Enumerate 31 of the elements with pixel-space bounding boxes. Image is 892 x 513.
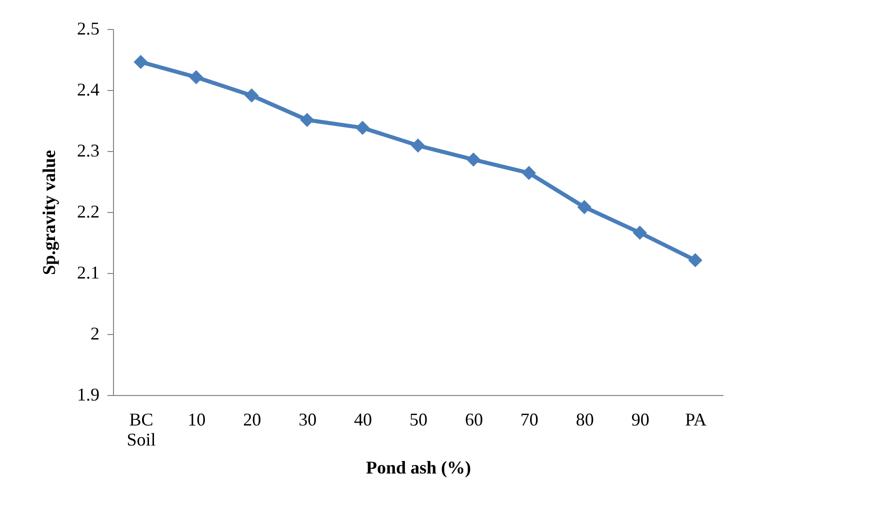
x-tick-label: 60	[464, 410, 483, 430]
point	[355, 120, 370, 135]
y-tick-label: 2	[90, 324, 100, 344]
y-tick-label: 2.2	[77, 202, 100, 222]
x-tick-label: BC Soil	[126, 410, 156, 450]
point	[134, 54, 148, 70]
point	[577, 200, 592, 214]
x-tick-label: 70	[520, 410, 538, 430]
point	[522, 166, 536, 180]
y-tick-label: 2.1	[77, 262, 100, 282]
point	[244, 88, 259, 103]
point	[300, 112, 314, 127]
y-tick-label: 2.5	[77, 18, 100, 38]
x-tick-label: PA	[685, 410, 706, 430]
point	[632, 226, 647, 240]
x-tick-label: 30	[298, 410, 317, 430]
point	[688, 253, 702, 268]
x-tick-label: 90	[631, 410, 650, 430]
x-axis-title: Pond ash (%)	[366, 458, 472, 478]
y-tick-label: 2.4	[77, 80, 100, 100]
y-axis-title: Sp.gravity value	[39, 150, 59, 276]
y-tick-label: 2.3	[77, 140, 100, 160]
x-tick-label: 80	[576, 410, 594, 430]
x-tick-label: 10	[188, 410, 206, 430]
x-tick-label: 40	[354, 410, 372, 430]
point	[466, 152, 481, 167]
x-tick-label: 50	[410, 410, 428, 430]
point	[189, 70, 204, 84]
point	[410, 138, 426, 153]
x-tick-label: 20	[243, 410, 262, 430]
y-tick-label: 1.9	[77, 384, 100, 404]
